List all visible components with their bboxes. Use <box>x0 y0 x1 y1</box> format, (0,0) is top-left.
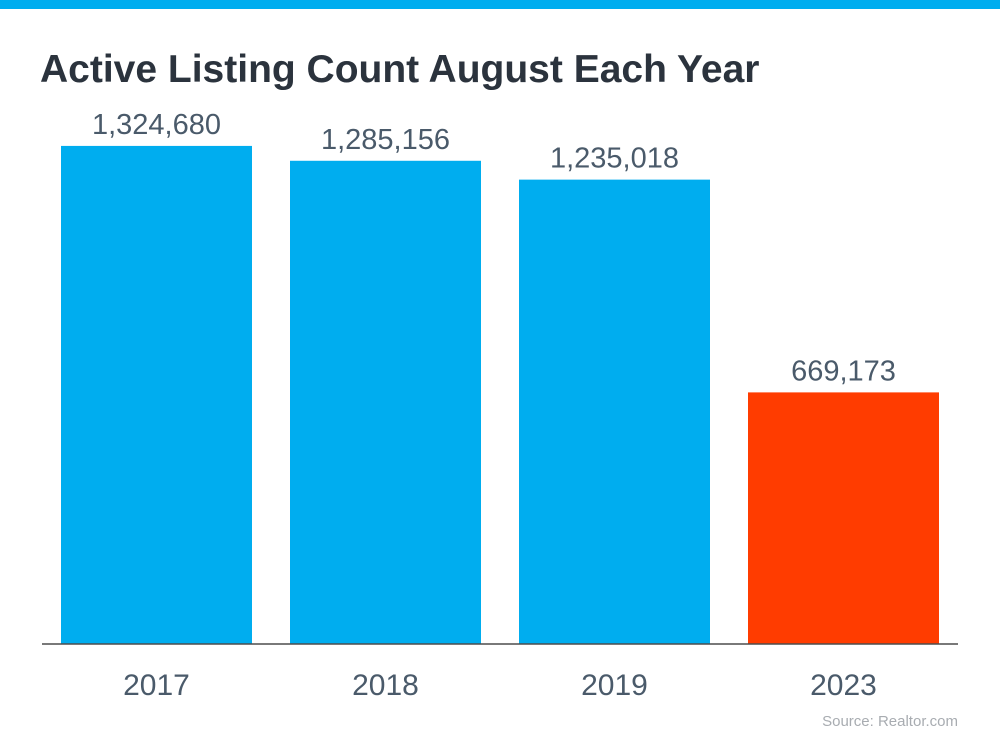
x-tick-label-2019: 2019 <box>581 669 648 702</box>
chart-title: Active Listing Count August Each Year <box>40 48 760 91</box>
bar-2018 <box>290 160 481 644</box>
top-accent-bar <box>0 0 1000 9</box>
bar-2023 <box>748 392 939 644</box>
value-label-2018: 1,285,156 <box>321 124 450 156</box>
source-note: Source: Realtor.com <box>822 713 958 730</box>
bar-2017 <box>61 145 252 644</box>
bar-2019 <box>519 179 710 644</box>
x-tick-label-2018: 2018 <box>352 669 419 702</box>
value-label-2023: 669,173 <box>791 355 896 387</box>
x-tick-label-2023: 2023 <box>810 669 877 702</box>
value-label-2017: 1,324,680 <box>92 109 221 141</box>
value-label-2019: 1,235,018 <box>550 143 679 175</box>
x-tick-label-2017: 2017 <box>123 669 190 702</box>
